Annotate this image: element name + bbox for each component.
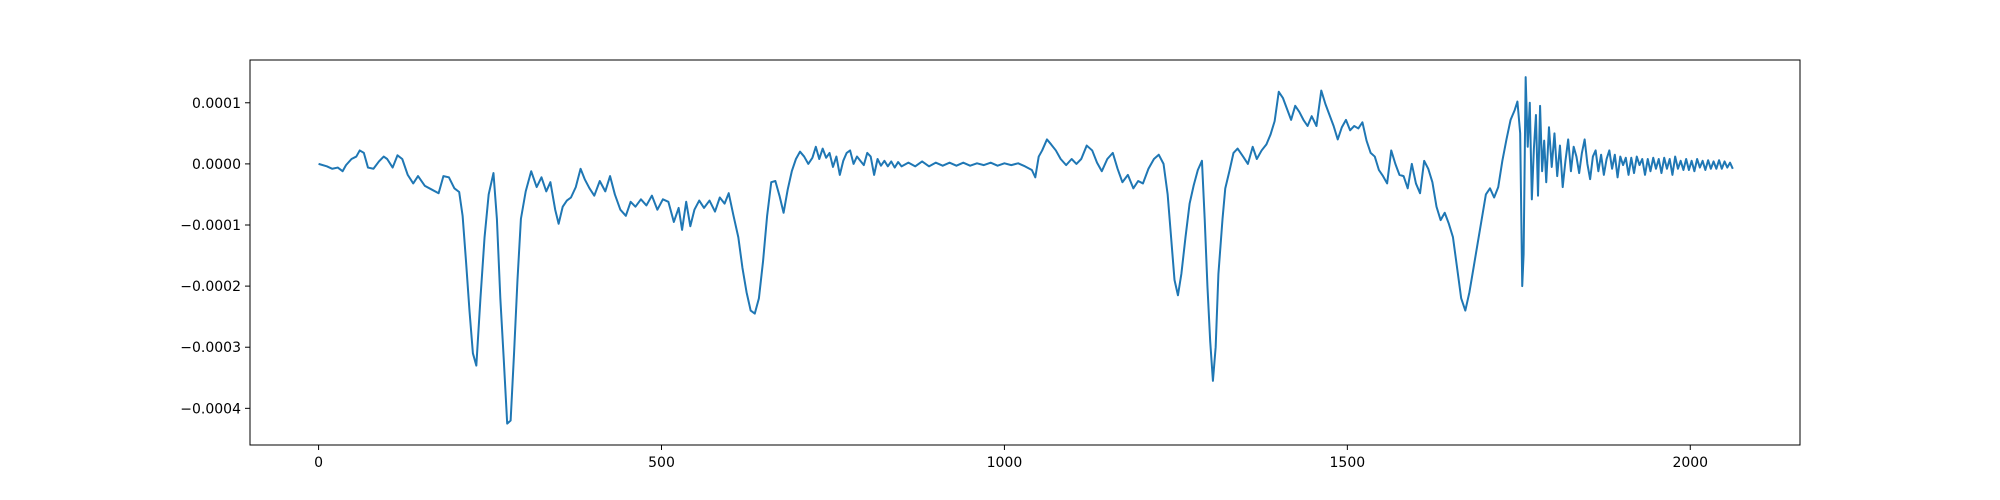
x-tick-label-0: 0: [314, 455, 323, 471]
plot-area-frame: [249, 59, 1801, 446]
y-tick-label-3: −0.0002: [180, 279, 241, 295]
y-tick-label-5: −0.0004: [180, 401, 241, 417]
y-tick-label-0: 0.0001: [192, 96, 241, 112]
series-layer: [318, 76, 1734, 425]
x-tick-label-2: 1000: [987, 455, 1023, 471]
y-axis: 0.0001 0.0000 −0.0001 −0.0002 −0.0003 −0.0004: [180, 96, 250, 417]
y-tick-label-1: 0.0000: [192, 157, 241, 173]
y-tick-label-2: −0.0001: [180, 218, 241, 234]
series-line-0: [318, 76, 1734, 425]
x-axis: 0 500 1000 1500 2000: [314, 445, 1708, 471]
x-tick-label-4: 2000: [1672, 455, 1708, 471]
y-tick-label-4: −0.0003: [180, 340, 241, 356]
x-tick-label-1: 500: [648, 455, 675, 471]
x-tick-label-3: 1500: [1330, 455, 1366, 471]
